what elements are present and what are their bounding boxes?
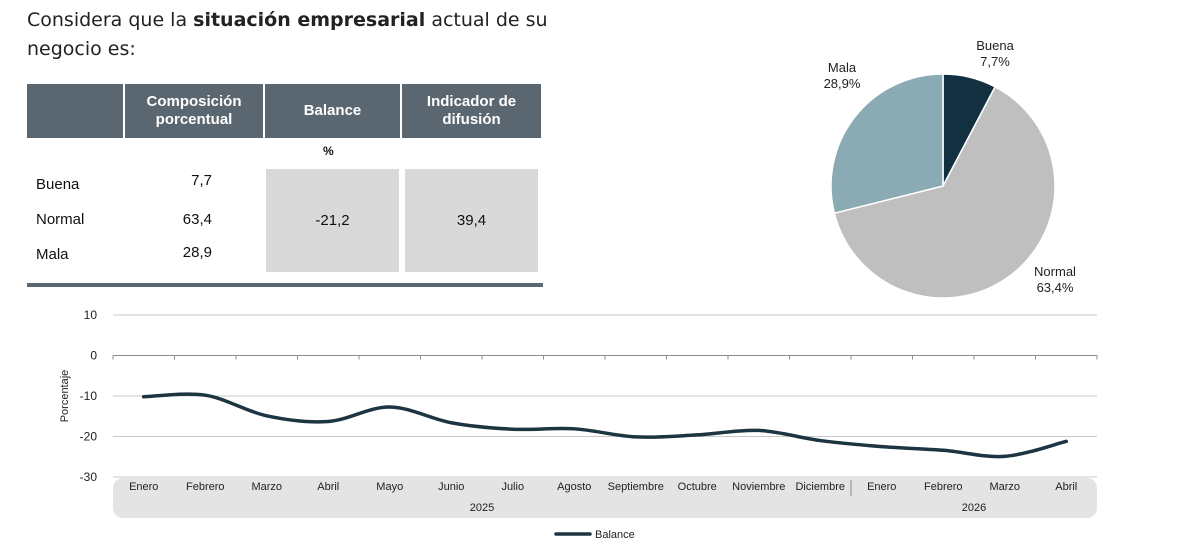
year-label: 2026	[962, 502, 986, 514]
pie-label-value-buena: 7,7%	[980, 54, 1010, 69]
series-line-balance	[142, 392, 1068, 459]
x-tick-label: Enero	[867, 481, 896, 493]
table-header-indicador: Indicador de difusión	[402, 84, 541, 138]
data-point	[388, 405, 392, 409]
pie-slice-mala	[830, 73, 944, 215]
year-label: 2025	[470, 502, 494, 514]
row-label-mala: Mala	[36, 246, 69, 263]
x-tick-label: Diciembre	[795, 481, 845, 493]
x-tick-label: Mayo	[376, 481, 403, 493]
pie-label-name-normal: Normal	[1034, 264, 1076, 279]
y-tick-label: -10	[80, 389, 98, 403]
indicador-cell: 39,4	[405, 169, 538, 272]
x-tick-label: Marzo	[989, 481, 1020, 493]
question-part1: Considera que la	[27, 9, 194, 31]
row-value-mala: 28,9	[182, 244, 212, 261]
y-tick-label: 0	[90, 349, 97, 363]
row-value-buena: 7,7	[191, 172, 212, 189]
row-label-buena: Buena	[36, 176, 80, 193]
data-point	[695, 433, 699, 437]
x-tick-label: Julio	[501, 481, 524, 493]
data-point	[941, 448, 945, 452]
data-point	[757, 428, 761, 433]
x-tick-label: Agosto	[557, 481, 591, 493]
table-header-empty	[27, 84, 123, 138]
row-label-normal: Normal	[36, 211, 85, 228]
legend-label-balance: Balance	[595, 529, 635, 541]
data-point	[265, 414, 269, 418]
pie-label-name-buena: Buena	[976, 38, 1014, 53]
balance-cell: -21,2	[266, 169, 399, 272]
table-header-balance: Balance	[265, 84, 400, 138]
table-unit: %	[323, 144, 334, 158]
data-point	[326, 419, 330, 424]
x-tick-label: Junio	[438, 481, 464, 493]
data-point	[1064, 439, 1068, 443]
pie-label-value-mala: 28,9%	[824, 76, 861, 91]
x-tick-label: Noviembre	[732, 481, 785, 493]
data-point	[818, 438, 822, 443]
pie-slice-normal	[833, 85, 1056, 299]
x-tick-label: Febrero	[186, 481, 225, 493]
y-tick-label: 10	[84, 308, 98, 322]
pie-label-value-normal: 63,4%	[1037, 280, 1074, 295]
x-tick-label: Octubre	[678, 481, 717, 493]
y-axis-label: Porcentaje	[59, 370, 71, 423]
question-bold: situación empresarial	[193, 9, 426, 31]
y-tick-label: -30	[80, 470, 98, 484]
row-value-normal: 63,4	[182, 211, 212, 228]
data-point	[511, 427, 515, 431]
x-tick-label: Febrero	[924, 481, 963, 493]
question-part2: actual de su negocio es:	[27, 9, 548, 60]
data-point	[572, 427, 576, 431]
x-tick-label: Marzo	[251, 481, 282, 493]
x-tick-label: Abril	[317, 481, 339, 493]
data-point	[449, 421, 453, 425]
data-point	[142, 395, 146, 399]
question-text: Considera que la situación empresarial a…	[27, 6, 587, 64]
data-point	[634, 435, 638, 439]
x-tick-label: Enero	[129, 481, 158, 493]
x-tick-label: Septiembre	[608, 481, 664, 493]
pie-label-name-mala: Mala	[828, 60, 857, 75]
x-tick-label: Abril	[1055, 481, 1077, 493]
data-point	[1003, 454, 1007, 458]
data-point	[880, 445, 884, 449]
table-bottom-rule	[27, 283, 543, 287]
table-header-composicion: Composición porcentual	[125, 84, 263, 138]
data-point	[203, 393, 207, 397]
y-tick-label: -20	[80, 430, 98, 444]
